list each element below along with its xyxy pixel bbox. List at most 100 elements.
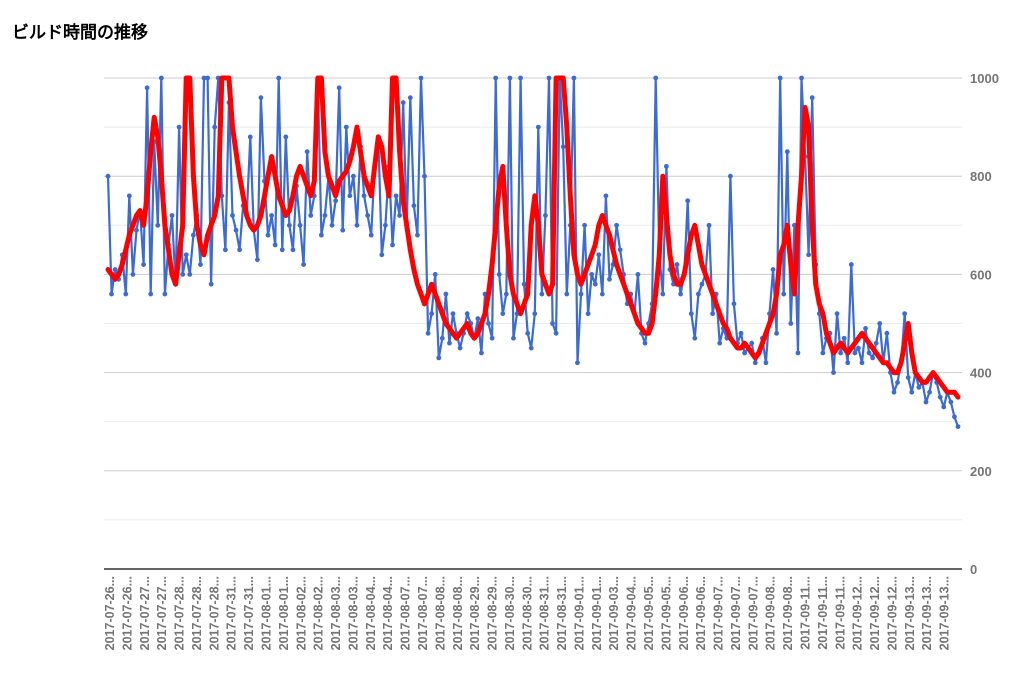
data-point [781,291,787,297]
data-point [276,75,282,81]
data-point [183,252,189,258]
data-point [322,213,328,218]
data-point [784,149,790,155]
y-tick-label: 600 [970,267,992,282]
data-point [838,350,844,356]
data-point [852,350,858,356]
data-point [329,222,335,228]
data-point [158,75,164,81]
data-point [955,424,961,430]
data-point [571,75,577,81]
data-point [368,232,374,238]
data-point [877,321,883,326]
series-line-trend [105,75,961,400]
data-point [258,95,264,101]
data-point [318,232,324,238]
data-point [909,389,915,395]
data-point [806,252,812,258]
data-point [422,173,427,179]
data-point [863,326,868,331]
data-point [521,281,527,287]
x-tick-label: 2017-09-06... [694,576,708,650]
data-point [763,360,769,366]
data-point [738,330,744,336]
x-tick-label: 2017-09-11... [799,576,813,650]
data-point [169,213,175,218]
data-point [550,321,555,326]
x-tick-label: 2017-08-29... [486,576,500,650]
data-point [848,262,854,267]
data-point [340,227,346,233]
data-point [443,291,449,297]
data-point [425,330,431,336]
data-point [361,193,367,199]
x-tick-label: 2017-09-07... [746,576,760,650]
data-point [354,222,360,228]
x-tick-label: 2017-08-30... [503,576,517,650]
x-tick-label: 2017-09-01... [590,576,604,650]
data-point [578,291,584,297]
x-tick-label: 2017-07-26... [120,576,134,650]
data-point [333,198,339,204]
x-tick-label: 2017-08-07... [416,576,430,650]
data-point [866,350,872,356]
data-point [190,232,196,238]
data-point [653,75,659,81]
data-point [525,330,531,336]
data-point [105,173,111,179]
x-tick-label: 2017-08-31... [555,576,569,650]
x-tick-label: 2017-09-05... [659,576,673,650]
data-point [717,340,723,346]
data-point [937,394,943,400]
data-point [390,242,395,248]
data-point [895,380,900,385]
data-point [952,414,957,420]
data-point [493,75,499,81]
x-tick-label: 2017-08-08... [433,576,447,650]
x-tick-label: 2017-07-27... [138,576,152,650]
data-point [635,272,641,277]
data-point [585,311,591,317]
x-tick-label: 2017-07-31... [225,576,239,650]
y-tick-label: 800 [970,169,992,184]
data-point [841,335,847,341]
x-tick-label: 2017-09-12... [851,576,865,650]
data-point [457,345,463,351]
data-point [560,144,566,150]
data-point [660,291,666,297]
data-point [479,350,484,356]
data-point [162,291,168,297]
data-point [308,213,314,218]
data-point [269,213,274,218]
x-tick-label: 2017-07-28... [173,576,187,650]
data-point [212,124,218,130]
data-point [400,100,406,105]
x-tick-label: 2017-09-13... [938,576,952,650]
data-point [553,330,559,336]
x-tick-label: 2017-09-12... [868,576,882,650]
data-point [528,345,534,351]
data-point [799,75,804,81]
data-point [884,330,890,336]
data-point [144,85,150,91]
data-point [254,257,260,263]
x-tick-label: 2017-09-13... [903,576,917,650]
x-tick-label: 2017-09-12... [885,576,899,650]
data-point [532,311,538,317]
data-point [795,350,801,356]
x-tick-label: 2017-08-02... [294,576,308,650]
data-point [774,330,780,336]
data-point [873,340,879,346]
x-tick-label: 2017-09-04... [625,576,639,650]
data-point [599,291,605,297]
x-tick-label: 2017-08-04... [364,576,378,650]
data-point [222,247,228,253]
x-tick-label: 2017-09-03... [607,576,621,650]
data-point [290,247,296,253]
x-tick-label: 2017-08-31... [538,576,552,650]
x-tick-label: 2017-07-31... [242,576,256,650]
data-point [685,198,691,204]
data-point [777,75,783,81]
x-tick-label: 2017-08-01... [277,576,291,650]
